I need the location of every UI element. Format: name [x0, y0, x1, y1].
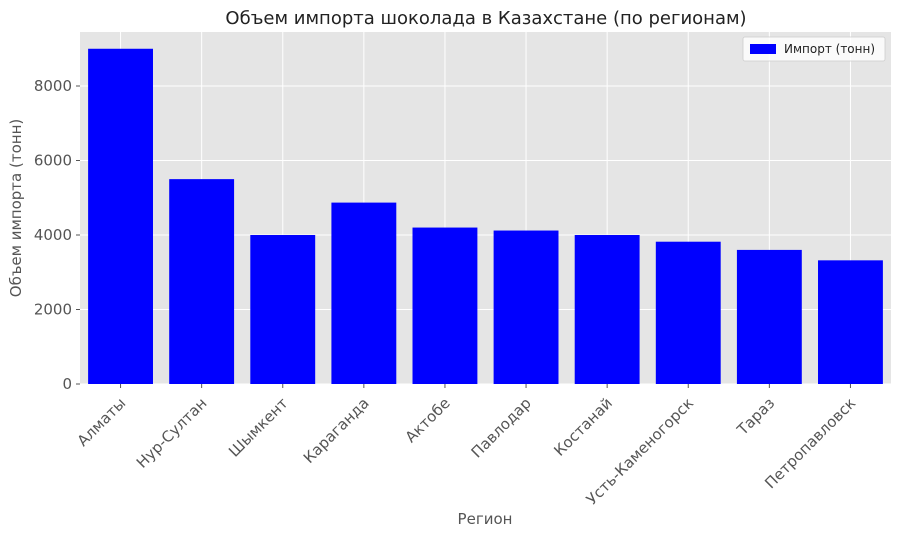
- x-axis-label: Регион: [458, 510, 513, 528]
- bar: [88, 48, 153, 385]
- bar: [574, 235, 640, 384]
- x-tick-label: Алматы: [74, 394, 130, 450]
- chart-title: Объем импорта шоколада в Казахстане (по …: [225, 8, 746, 29]
- y-axis-ticks: 0 2000 4000 6000 8000: [34, 77, 80, 393]
- y-axis-label: Объем импорта (тонн): [7, 119, 25, 297]
- x-tick-label: Шымкент: [225, 394, 292, 461]
- legend-label: Импорт (тонн): [784, 42, 875, 56]
- bar: [250, 235, 316, 384]
- bar: [655, 241, 721, 384]
- bar: [169, 179, 235, 384]
- legend: Импорт (тонн): [742, 36, 886, 62]
- x-tick-label: Актобе: [402, 394, 454, 446]
- x-axis-ticks: Алматы Нур-Султан Шымкент Караганда Актобе Па…: [74, 384, 859, 508]
- bars: [88, 48, 883, 385]
- y-tick-label: 8000: [34, 77, 72, 95]
- legend-swatch: [750, 44, 776, 54]
- bar: [736, 249, 802, 384]
- bar: [412, 227, 478, 384]
- y-tick-label: 2000: [34, 301, 72, 319]
- y-tick-label: 6000: [34, 152, 72, 170]
- x-tick-label: Караганда: [300, 394, 373, 467]
- x-tick-label: Нур-Султан: [133, 394, 211, 472]
- x-tick-label: Тараз: [733, 394, 778, 439]
- bar: [331, 202, 397, 384]
- bar: [493, 230, 559, 384]
- bar: [818, 260, 883, 384]
- x-tick-label: Павлодар: [468, 394, 535, 461]
- y-tick-label: 0: [62, 375, 72, 393]
- y-tick-label: 4000: [34, 226, 72, 244]
- x-tick-label: Костанай: [550, 394, 616, 460]
- legend-box: [742, 36, 886, 62]
